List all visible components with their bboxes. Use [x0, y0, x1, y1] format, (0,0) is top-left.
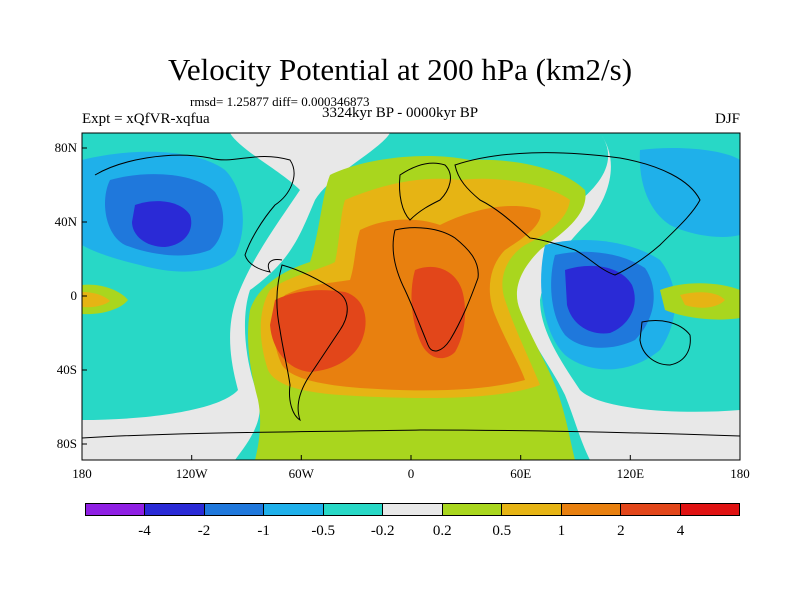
- colorbar-box: [383, 504, 443, 515]
- lat-tick-label: 80N: [54, 140, 77, 155]
- colorbar: [85, 503, 740, 516]
- coast-south-america: [276, 264, 348, 422]
- lon-tick-label: 60W: [288, 466, 314, 481]
- coast-australia: [639, 320, 691, 366]
- coast-antarctica: [82, 429, 740, 439]
- colorbar-label: 1: [557, 523, 566, 539]
- colorbar-label: -1: [257, 523, 270, 539]
- colorbar-label: 0.2: [432, 523, 452, 539]
- gray-band-west: [82, 133, 390, 460]
- colorbar-box: [561, 504, 622, 515]
- coast-asia: [454, 152, 701, 276]
- map-title: Velocity Potential at 200 hPa (km2/s): [167, 52, 633, 87]
- lon-tick-label: 180: [72, 466, 92, 481]
- period-label: 3324kyr BP - 0000kyr BP: [322, 105, 479, 121]
- lat-tick-label: 40S: [56, 362, 77, 377]
- colorbar-box: [145, 504, 205, 515]
- tick-marks: [81, 147, 741, 460]
- contour-fill-layer: [82, 133, 740, 460]
- colorbar-label: -0.5: [311, 523, 336, 539]
- lon-tick-label: 120W: [175, 466, 208, 481]
- core-south-america: [270, 290, 366, 372]
- colorbar-label: -4: [138, 523, 151, 539]
- colorbar-label: 2: [617, 523, 625, 539]
- coast-africa: [392, 227, 479, 352]
- lat-tick-label: 40N: [54, 214, 77, 229]
- lat-tick-label: 0: [70, 288, 78, 303]
- colorbar-box: [204, 504, 265, 515]
- gray-band-east: [450, 133, 740, 460]
- stats-text: rmsd= 1.25877 diff= 0.000346873: [190, 94, 370, 109]
- colorbar-box: [502, 504, 562, 515]
- lon-tick-label: 60E: [510, 466, 532, 481]
- lon-tick-label: 180: [730, 466, 750, 481]
- colorbar-box: [86, 504, 146, 515]
- positive-patch-west-edge-core: [82, 292, 110, 308]
- lat-tick-label: 80S: [56, 436, 77, 451]
- colorbar-label: 0.5: [492, 523, 512, 539]
- colorbar-box: [323, 504, 384, 515]
- coast-europe: [399, 162, 451, 221]
- colorbar-box: [621, 504, 681, 515]
- experiment-label: Expt = xQfVR-xqfua: [82, 111, 210, 127]
- colorbar-box: [680, 504, 739, 515]
- positive-patch-east-pacific-core: [680, 292, 725, 308]
- colorbar-box: [442, 504, 503, 515]
- colorbar-box: [264, 504, 324, 515]
- core-africa: [411, 266, 466, 359]
- lon-tick-label: 120E: [616, 466, 645, 481]
- negative-region-north-asia: [639, 148, 740, 237]
- colorbar-label: -0.2: [370, 523, 395, 539]
- negative-core-maritime: [565, 265, 635, 334]
- coastlines: [82, 152, 740, 439]
- lon-tick-label: 0: [407, 466, 415, 481]
- colorbar-label: -2: [197, 523, 211, 539]
- colorbar-label: 4: [676, 523, 685, 539]
- season-label: DJF: [714, 111, 740, 127]
- negative-core-north-pacific: [132, 201, 192, 247]
- coast-north-america: [94, 154, 295, 273]
